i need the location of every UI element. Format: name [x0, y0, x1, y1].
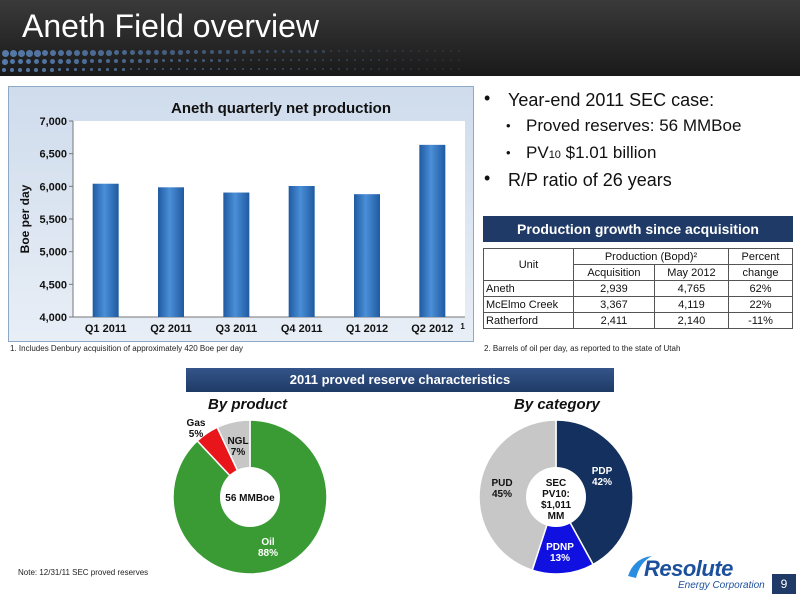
y-tick-label: 4,000: [39, 312, 67, 324]
logo-wordmark: Resolute: [644, 556, 733, 581]
y-tick-label: 6,500: [39, 149, 67, 161]
y-tick-label: 4,500: [39, 279, 67, 291]
by-product-title: By product: [208, 396, 288, 413]
acquisition-header: Acquisition: [573, 264, 655, 281]
product-donut-hole: [220, 467, 280, 527]
y-tick-label: 5,000: [39, 247, 67, 259]
plot-area: [73, 121, 465, 317]
bullet-marker: •: [484, 88, 491, 108]
x-tick-label: Q1 2011: [85, 323, 127, 335]
bar-q2-2012: [419, 144, 446, 317]
bullet-rp-ratio: R/P ratio of 26 years: [508, 170, 672, 190]
bullet-sec-case: Year-end 2011 SEC case:: [508, 90, 715, 110]
gas-slice-label: Gas 5%: [187, 418, 206, 440]
bar-q1-2011: [92, 183, 119, 317]
bar-q1-2012: [354, 194, 380, 317]
page-title: Aneth Field overview: [22, 8, 320, 44]
y-tick-label: 7,000: [39, 116, 67, 128]
pud-slice-label: PUD 45%: [491, 478, 512, 500]
product-center-label: 56 MMBoe: [225, 493, 275, 504]
production-table: Unit Production (Bopd)² Percent Acquisit…: [483, 248, 793, 329]
header-dot-pattern: [0, 48, 470, 76]
category-slice-pdnp: [531, 495, 595, 575]
table-footnote: 2. Barrels of oil per day, as reported t…: [484, 344, 681, 353]
category-donut-hole: [526, 467, 586, 527]
pdnp-slice-label: PDNP 13%: [546, 542, 574, 564]
chart-title: Aneth quarterly net production: [171, 100, 391, 117]
category-slice-pud: [478, 419, 557, 572]
x-tick-label: Q3 2011: [216, 323, 258, 335]
page-number: 9: [772, 574, 796, 594]
chart-footnote: 1. Includes Denbury acquisition of appro…: [10, 344, 244, 353]
bar-q2-2011: [158, 187, 184, 317]
bar-chart: Aneth quarterly net production Boe per da…: [18, 100, 465, 335]
bar-q3-2011: [223, 192, 250, 317]
bullet-pv10: PV10 $1.01 billion: [526, 143, 657, 162]
table-row: Ratherford 2,411 2,140 -11%: [483, 312, 793, 329]
reserves-note: Note: 12/31/11 SEC proved reserves: [18, 568, 149, 577]
category-slice-pdp: [555, 419, 634, 566]
x-tick-label: Q2 2012: [411, 323, 453, 335]
y-axis-label: Boe per day: [18, 184, 32, 253]
bullet-proved-reserves: Proved reserves: 56 MMBoe: [526, 116, 742, 135]
production-table-title: Production growth since acquisition: [483, 216, 793, 242]
bar-q4-2011: [288, 186, 315, 317]
reserves-section-title: 2011 proved reserve characteristics: [186, 368, 614, 392]
oil-slice-label: Oil 88%: [258, 537, 278, 559]
x-tick-label: Q2 2011: [150, 323, 192, 335]
bullet-marker: •: [484, 168, 491, 188]
ngl-slice-label: NGL 7%: [227, 436, 248, 458]
x-tick-label: Q4 2011: [281, 323, 323, 335]
table-row: McElmo Creek 3,367 4,119 22%: [483, 296, 793, 313]
header-banner: Aneth Field overview: [0, 0, 800, 76]
chart-annotation: 1: [460, 322, 465, 331]
logo-swoosh-icon: [628, 556, 652, 578]
category-center-label: SEC PV10: $1,011 MM: [541, 478, 571, 522]
y-tick-label: 6,000: [39, 181, 67, 193]
bullet-marker: •: [506, 145, 511, 160]
logo-subtitle: Energy Corporation: [678, 580, 765, 591]
bar-chart-panel: Aneth quarterly net production Boe per da…: [8, 86, 474, 342]
pdp-slice-label: PDP 42%: [592, 466, 613, 488]
company-logo: Resolute Energy Corporation: [644, 556, 765, 591]
bullet-marker: •: [506, 118, 511, 133]
by-category-title: By category: [514, 396, 600, 413]
x-tick-label: Q1 2012: [346, 323, 388, 335]
y-tick-label: 5,500: [39, 214, 67, 226]
table-row: Aneth 2,939 4,765 62%: [483, 280, 793, 297]
